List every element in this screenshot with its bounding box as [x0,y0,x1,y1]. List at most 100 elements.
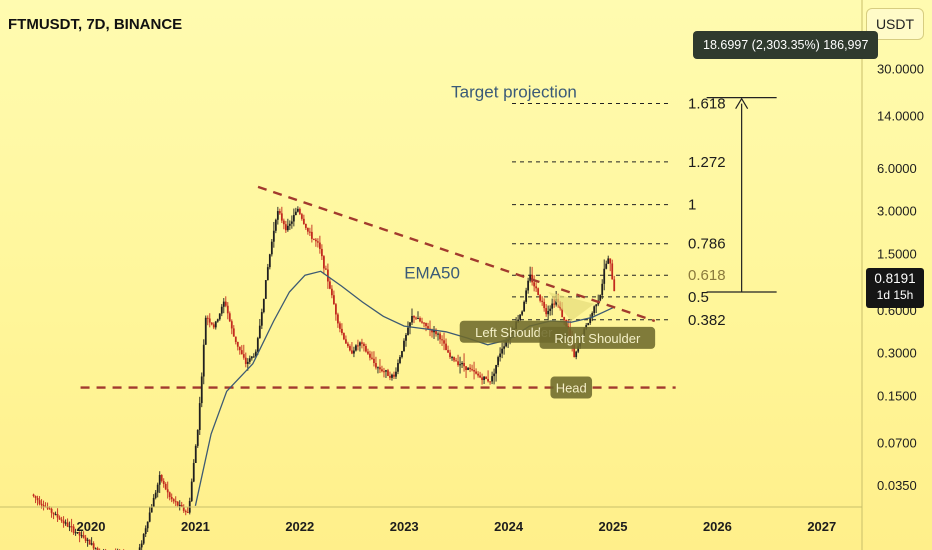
candle-body [270,241,273,255]
candle-body [591,313,594,319]
candle-body [304,223,307,228]
candle-body [200,376,203,404]
annotation-head: Head [556,381,587,396]
x-tick-label: 2027 [807,519,836,534]
candle-body [333,295,335,305]
candle-body [40,503,43,506]
candle-body [545,308,548,315]
pattern-zone [548,292,595,322]
candle-body [76,532,79,534]
candle-body [316,241,319,243]
candle-body [593,306,596,314]
candle-body [284,224,287,231]
fib-label: 1.272 [688,154,726,171]
candle-body [56,514,59,518]
candle-body [192,462,195,482]
candle-body [341,328,343,334]
candle-body [325,268,327,270]
candle-body [589,318,592,324]
candle-body [599,295,602,301]
candle-body [32,494,35,496]
candle-body [314,239,317,242]
candle-body [166,489,169,493]
y-tick-label: 6.0000 [877,161,917,176]
candle-body [220,306,223,314]
candle-body [529,274,532,281]
candle-body [573,345,576,358]
candle-body [461,363,463,365]
candle-body [78,532,81,536]
candle-body [92,543,95,549]
candle-body [222,301,225,307]
candle-body [290,221,293,224]
candle-body [82,535,85,538]
candle-body [232,328,235,337]
candle-body [262,298,265,313]
candle-body [88,539,91,545]
candle-body [204,317,207,345]
candle-body [605,263,608,269]
candle-body [322,256,325,269]
candle-body [339,323,341,329]
candle-body [194,445,197,463]
candle-body [521,311,524,315]
candle-body [469,367,471,370]
candle-body [401,351,403,358]
candle-body [198,403,201,430]
symbol-title: FTMUSDT, 7D, BINANCE [8,16,183,33]
candle-body [58,517,61,520]
fib-label: 1.618 [688,96,726,113]
candle-body [300,214,303,219]
candle-body [357,345,359,347]
candle-body [527,280,530,291]
candle-body [80,535,83,537]
currency-button[interactable]: USDT [866,8,924,40]
candle-body [433,329,435,333]
x-tick-label: 2025 [599,519,628,534]
candle-body [399,357,401,364]
candle-body [457,361,459,365]
candle-body [178,504,181,506]
candle-body [142,533,145,544]
y-tick-label: 0.1500 [877,388,917,403]
x-tick-label: 2022 [285,519,314,534]
candle-body [298,208,301,215]
candle-body [292,215,295,222]
candle-body [409,322,411,328]
fib-label: 0.5 [688,289,709,306]
candle-body [395,371,397,377]
y-tick-label: 0.3000 [877,346,917,361]
candle-body [501,348,503,354]
candle-body [52,512,55,515]
annotation-ema50: EMA50 [404,263,460,282]
candle-body [252,356,255,358]
candle-body [359,342,361,346]
candle-body [158,475,161,485]
fib-label: 0.618 [688,267,726,284]
candle-body [385,370,387,372]
candle-body [302,218,305,224]
candle-body [355,345,357,351]
candle-body [68,526,71,528]
candle-body [373,358,375,364]
candle-body [365,346,367,352]
candle-body [278,211,281,214]
candle-body [403,340,405,352]
candle-body [449,352,451,358]
fib-label: 1 [688,197,696,214]
candle-body [312,238,315,240]
candle-body [72,526,75,533]
candle-body [327,269,329,282]
candle-body [202,344,205,377]
fib-label: 0.786 [688,236,726,253]
candle-body [148,512,151,522]
candle-body [397,363,399,372]
candle-body [318,242,321,249]
candle-body [62,520,65,524]
candle-body [443,340,445,344]
candle-body [343,333,345,340]
candle-body [551,303,554,309]
candle-body [519,314,522,320]
